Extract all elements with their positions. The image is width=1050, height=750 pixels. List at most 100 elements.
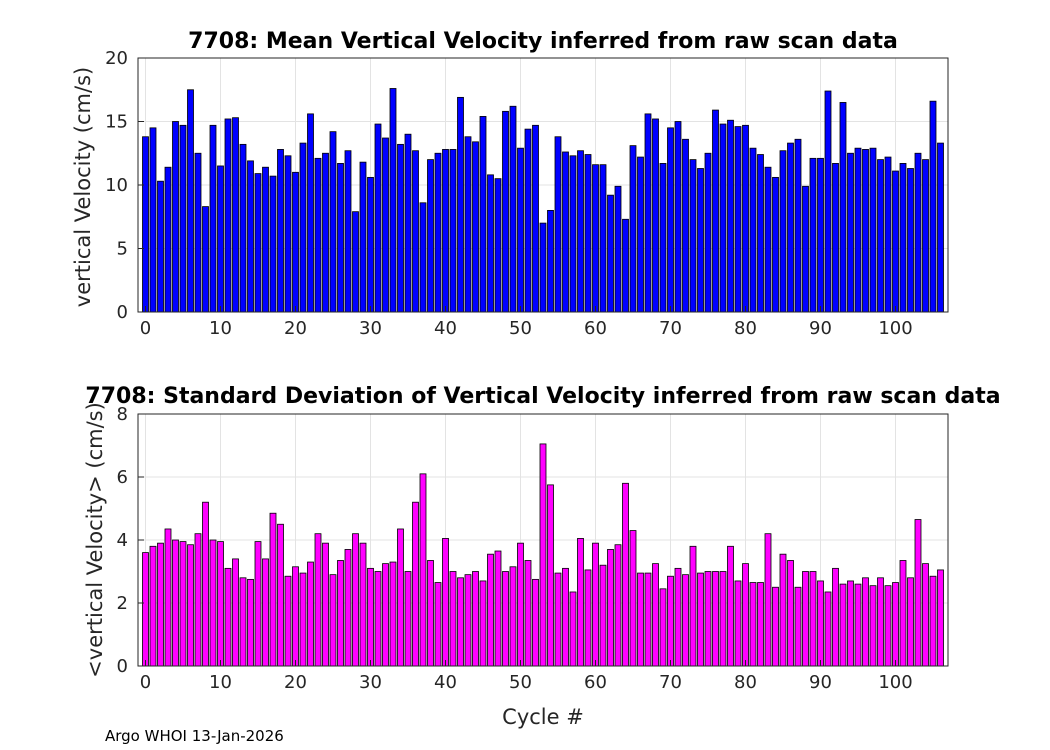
bar [682,138,689,313]
bar [149,127,157,313]
bar [869,147,877,313]
bar [659,163,667,313]
bar [202,501,209,667]
bar [547,484,554,667]
bar [382,563,389,667]
bar [607,194,614,313]
bar [847,580,854,667]
bar [884,156,892,313]
bar [187,89,194,313]
bar [412,501,419,667]
bar [344,549,352,667]
bar [442,149,449,313]
x-tick-label: 30 [359,318,382,339]
bar [299,142,307,313]
bar [922,159,929,313]
bar [869,585,877,667]
bar [374,571,382,667]
bar [644,113,652,313]
bar [142,552,149,667]
bar [434,582,442,667]
bar [577,538,584,667]
bar [284,575,292,667]
bar [389,88,397,313]
bar [157,180,164,313]
bar [734,126,742,313]
bar [494,178,502,313]
ticks: 0 10 20 30 40 50 60 70 80 90 100 0 2 4 6 8 [117,404,913,693]
bar [427,159,434,313]
bar [247,578,254,667]
x-tick-label: 10 [209,318,232,339]
bar [569,591,577,667]
bar [757,582,764,667]
x-tick-label: 20 [284,318,307,339]
bar [307,113,314,313]
bar [584,154,592,313]
bar [262,558,269,667]
bar [314,533,322,667]
bar [307,561,314,667]
bar [704,152,712,313]
x-tick-label: 10 [209,672,232,693]
bar [232,558,239,667]
x-tick-label: 0 [140,318,151,339]
bar [682,574,689,667]
bar [832,567,839,667]
bar [629,530,637,667]
bar [719,123,727,313]
bar [494,550,502,667]
bar [404,133,412,313]
bar [929,575,937,667]
bar [787,142,794,313]
bar [457,577,464,667]
y-tick-label: 20 [105,48,128,69]
bar [232,117,239,313]
chart-title: 7708: Mean Vertical Velocity inferred fr… [188,29,898,54]
x-tick-label: 0 [140,672,151,693]
bar [299,572,307,667]
x-tick-label: 50 [509,318,532,339]
bar [854,583,862,667]
x-tick-label: 90 [809,318,832,339]
y-tick-label: 4 [117,530,128,551]
bar [599,564,607,667]
bar [352,533,359,667]
bar [734,580,742,667]
bar [937,569,944,667]
bar [562,567,569,667]
bar [352,211,359,313]
bar [667,575,674,667]
bar [877,159,884,313]
x-tick-label: 90 [809,672,832,693]
bar [584,569,592,667]
bar [644,572,652,667]
y-tick-label: 6 [117,467,128,488]
bar [142,136,149,313]
bar [689,545,697,667]
bar [277,149,284,313]
bar [742,124,749,313]
x-axis-label: Cycle # [502,705,584,729]
bar [509,566,517,667]
bar [397,143,404,313]
x-tick-label: 100 [878,318,912,339]
bar [547,209,554,313]
bar [809,571,817,667]
bar [442,538,449,667]
bar [667,127,674,313]
bar [592,542,599,667]
bar [149,545,157,667]
bar [427,560,434,667]
bar [802,185,809,313]
bar [929,100,937,313]
bar [907,577,914,667]
bar [187,544,194,667]
bar [367,176,374,313]
bar [224,567,232,667]
bar [689,159,697,313]
bar [202,206,209,313]
bar [419,202,427,313]
bar [937,142,944,313]
bar [487,553,494,667]
